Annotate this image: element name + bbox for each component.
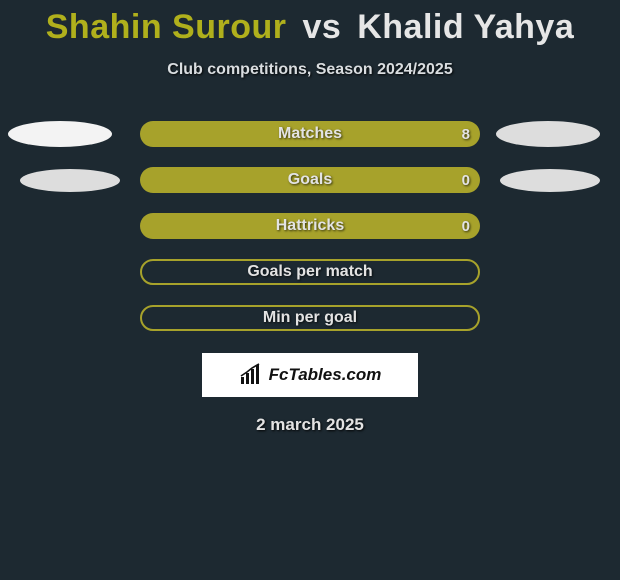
player2-name: Khalid Yahya	[357, 8, 574, 46]
player1-name: Shahin Surour	[46, 8, 287, 46]
stat-bar: Goals0	[140, 167, 480, 193]
right-ellipse	[496, 121, 600, 147]
stat-value-right: 8	[462, 121, 470, 147]
left-ellipse	[20, 169, 120, 192]
comparison-title: Shahin Surour vs Khalid Yahya	[0, 0, 620, 47]
left-ellipse	[8, 121, 112, 147]
subtitle: Club competitions, Season 2024/2025	[0, 61, 620, 79]
stat-bar: Hattricks0	[140, 213, 480, 239]
date-text: 2 march 2025	[0, 415, 620, 435]
stat-label: Hattricks	[140, 213, 480, 239]
stat-value-right: 0	[462, 213, 470, 239]
vs-text: vs	[302, 8, 341, 46]
bar-chart-icon	[239, 363, 263, 387]
stat-bar: Goals per match	[140, 259, 480, 285]
stat-row: Matches8	[0, 121, 620, 147]
logo-box: FcTables.com	[202, 353, 418, 397]
stat-row: Hattricks0	[0, 213, 620, 239]
stat-rows: Matches8Goals0Hattricks0Goals per matchM…	[0, 121, 620, 331]
stat-bar: Min per goal	[140, 305, 480, 331]
stat-row: Min per goal	[0, 305, 620, 331]
right-ellipse	[500, 169, 600, 192]
stat-label: Goals per match	[140, 259, 480, 285]
stat-row: Goals per match	[0, 259, 620, 285]
logo-text: FcTables.com	[269, 365, 382, 385]
stat-value-right: 0	[462, 167, 470, 193]
stat-bar: Matches8	[140, 121, 480, 147]
stat-label: Min per goal	[140, 305, 480, 331]
stat-label: Matches	[140, 121, 480, 147]
stat-row: Goals0	[0, 167, 620, 193]
stat-label: Goals	[140, 167, 480, 193]
